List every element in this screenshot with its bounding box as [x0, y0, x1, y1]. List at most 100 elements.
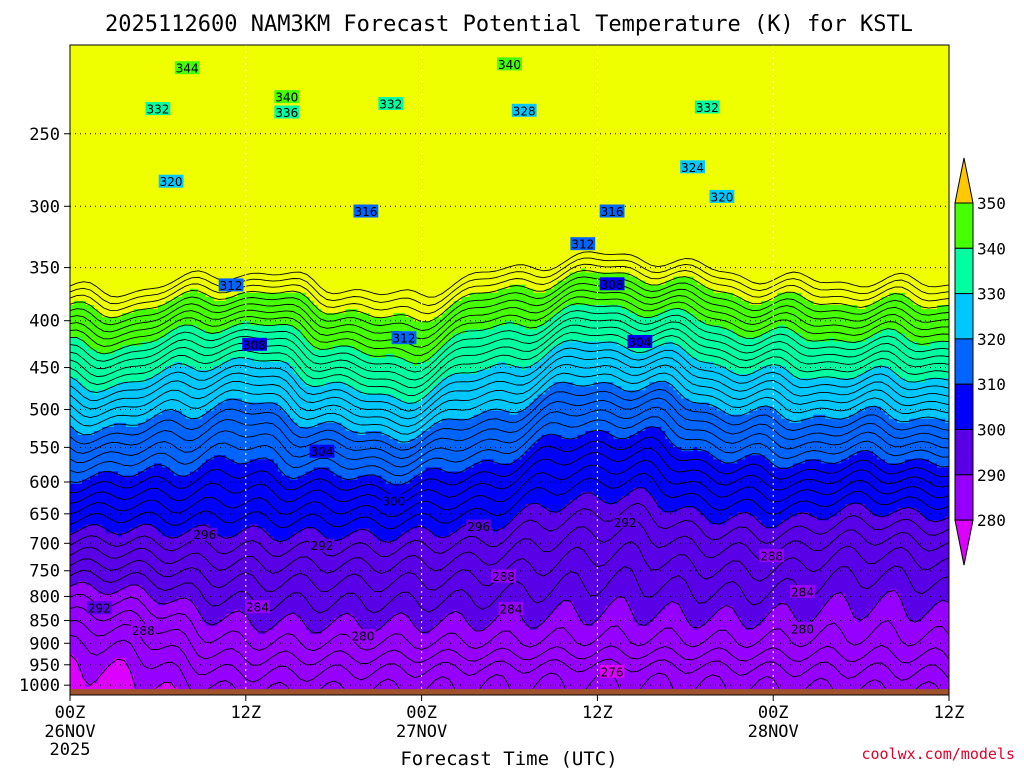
fill-cell	[70, 560, 949, 566]
contour-label-bg	[599, 664, 625, 678]
fill-cell	[697, 317, 949, 322]
contour-label-bg	[245, 600, 270, 614]
fill-cell	[201, 613, 227, 619]
fill-cell	[429, 528, 459, 534]
contour-label-text: 336	[275, 106, 298, 120]
fill-cell	[681, 394, 949, 400]
fill-cell	[793, 609, 822, 615]
fill-cell	[70, 240, 949, 245]
contour-label-text: 304	[311, 445, 334, 459]
fill-cell	[413, 621, 439, 627]
fill-cell	[70, 187, 949, 192]
fill-cell	[93, 430, 359, 436]
fill-cell	[605, 605, 630, 611]
fill-cell	[189, 597, 614, 603]
fill-cell	[70, 666, 79, 672]
y-axis-pressure: 2503003504004505005506006507007508008509…	[19, 125, 70, 696]
fill-cell	[121, 532, 163, 538]
contour-label-text: 320	[160, 175, 183, 189]
credit-link[interactable]: coolwx.com/models	[861, 745, 1015, 763]
fill-cell	[70, 581, 79, 586]
fill-cell	[70, 272, 571, 278]
fill-cell	[70, 386, 87, 391]
fill-cell	[529, 447, 682, 452]
fill-cell	[74, 426, 103, 432]
fill-cell	[273, 625, 307, 631]
fill-cell	[70, 471, 99, 477]
fill-cell	[205, 329, 223, 335]
fill-cell	[70, 516, 515, 521]
fill-cell	[70, 122, 949, 127]
fill-cell	[637, 430, 666, 436]
fill-cell	[401, 398, 423, 404]
x-tick-date: 28NOV	[748, 722, 799, 742]
colorbar-segment	[954, 293, 974, 340]
fill-cell	[497, 361, 507, 367]
fill-cell	[753, 625, 949, 631]
fill-cell	[761, 621, 802, 627]
fill-cell	[561, 508, 662, 513]
fill-cell	[517, 609, 555, 615]
fill-cell	[249, 321, 507, 326]
fill-cell	[761, 520, 782, 525]
fill-cell	[429, 630, 949, 635]
contour-label-bg	[192, 527, 218, 541]
fill-cell	[773, 463, 794, 469]
fill-cell	[269, 532, 295, 538]
contour-label-text: 320	[710, 190, 733, 204]
fill-cell	[133, 309, 323, 314]
fill-cell	[689, 353, 949, 359]
fill-cell	[473, 625, 487, 631]
fill-cell	[645, 280, 666, 286]
contour-label-bg	[790, 621, 815, 635]
fill-cell	[413, 361, 419, 367]
fill-cell	[765, 524, 778, 530]
fill-cell	[297, 374, 451, 379]
fill-cell	[769, 609, 794, 615]
fill-cell	[757, 406, 774, 412]
fill-cell	[889, 292, 906, 298]
contour-label-text: 324	[681, 161, 704, 175]
fill-cell	[421, 430, 587, 436]
fill-cell	[281, 406, 527, 412]
fill-cell	[865, 504, 949, 509]
fill-cell	[865, 337, 910, 343]
contour-label: 288	[130, 623, 156, 638]
fill-cell	[581, 491, 595, 497]
fill-cell	[137, 524, 155, 530]
fill-cell	[609, 430, 638, 436]
fill-cell	[797, 512, 810, 517]
fill-cell	[889, 589, 898, 595]
fill-cell	[193, 365, 215, 371]
fill-cell	[717, 406, 758, 412]
contour-label-bg	[86, 601, 112, 615]
fill-cell	[197, 524, 211, 530]
fill-cell	[221, 361, 291, 367]
fill-cell	[525, 365, 726, 371]
fill-cell	[693, 625, 698, 631]
contour-label-bg	[627, 335, 653, 348]
fill-cell	[165, 601, 195, 607]
fill-cell	[70, 162, 949, 168]
fill-cell	[913, 300, 949, 306]
fill-cell	[197, 605, 507, 611]
fill-cell	[593, 382, 614, 387]
fill-cell	[77, 528, 107, 534]
contour-label-text: 296	[193, 528, 216, 542]
contour-line-322	[70, 372, 949, 435]
fill-cell	[70, 605, 199, 611]
fill-cell	[70, 378, 79, 383]
fill-cell	[70, 435, 391, 440]
fill-cell	[721, 325, 778, 330]
fill-cell	[545, 390, 678, 395]
contour-label-bg	[391, 331, 417, 345]
fill-cell	[733, 292, 778, 298]
fill-cell	[609, 601, 630, 607]
fill-cell	[737, 512, 750, 517]
contour-label-text: 292	[311, 539, 334, 553]
contour-label: 276	[599, 664, 625, 679]
fill-cell	[573, 605, 606, 611]
contour-line-326	[70, 355, 949, 420]
fill-cell	[381, 475, 415, 481]
